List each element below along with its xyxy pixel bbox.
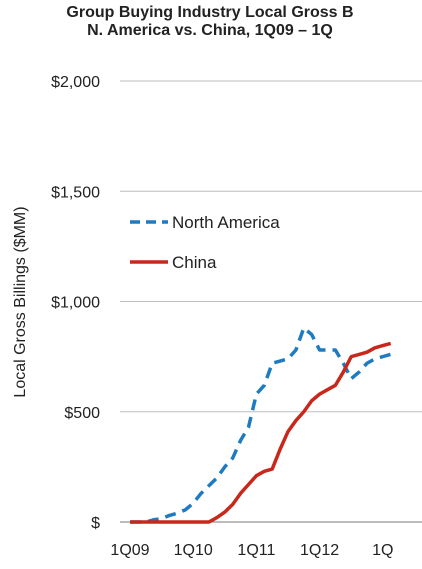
x-tick-label-4: 1Q <box>372 542 393 559</box>
y-tick-label-4: $2,000 <box>51 74 100 91</box>
y-tick-label-3: $1,500 <box>51 184 100 201</box>
x-tick-label-3: 1Q12 <box>300 542 339 559</box>
y-tick-label-1: $500 <box>64 405 100 422</box>
x-tick-label-0: 1Q09 <box>110 542 149 559</box>
chart-title-line-2: N. America vs. China, 1Q09 – 1Q <box>87 22 333 39</box>
series-line-china <box>130 341 392 524</box>
x-tick-label-2: 1Q11 <box>237 542 275 559</box>
y-axis-label: Local Gross Billings ($MM) <box>12 206 29 397</box>
legend-label-0: North America <box>172 213 280 232</box>
y-tick-label-2: $1,000 <box>51 295 100 312</box>
chart-title-line-1: Group Buying Industry Local Gross B <box>66 4 354 21</box>
chart-title: Group Buying Industry Local Gross B N. A… <box>0 4 420 40</box>
legend-label-1: China <box>172 253 217 272</box>
y-tick-label-0: $ <box>91 515 100 532</box>
series-line-north-america <box>130 326 392 524</box>
x-tick-label-1: 1Q10 <box>174 542 213 559</box>
